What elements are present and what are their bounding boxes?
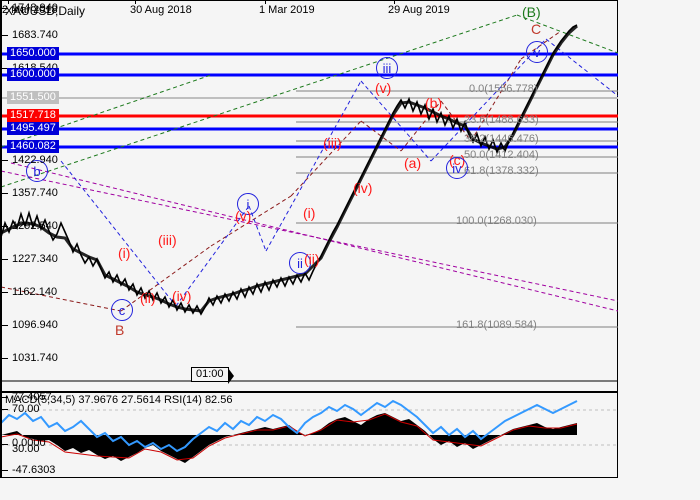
ind-tick-30: 30.00	[12, 443, 40, 455]
ind-tick-0: 0.0000	[12, 437, 46, 449]
wave-label-b-circle: b	[26, 160, 48, 182]
price-candles	[1, 24, 578, 313]
price-tick-1227: 1227.340	[12, 253, 58, 265]
wave-label-iii-circle: iii	[376, 57, 398, 79]
price-tick-1357: 1357.740	[12, 187, 58, 199]
wave-label-B: B	[115, 322, 125, 338]
price-tag-1650[interactable]: 1650.000	[7, 47, 59, 60]
price-tick-1162: 1162.140	[12, 286, 58, 298]
price-tag-1460[interactable]: 1460.082	[7, 140, 59, 153]
date-label-3: 1 Mar 2019	[259, 4, 315, 16]
tick-mark	[2, 226, 8, 227]
tick-mark	[2, 193, 8, 194]
wave-label-a-red: (a)	[404, 155, 422, 171]
tick-mark	[2, 292, 8, 293]
wave-label-C: C	[531, 21, 542, 37]
wave-label-i-circle: i	[237, 193, 259, 215]
price-tick-1683: 1683.740	[12, 29, 58, 41]
wave-label-v-red-1: (v)	[235, 208, 252, 224]
price-tick-1031: 1031.740	[12, 352, 58, 364]
indicator-svg	[1, 399, 618, 463]
fib-label-500: 50.0(1412.404)	[464, 149, 539, 161]
wave-label-i-red: (i)	[118, 245, 131, 261]
price-tag-1551[interactable]: 1551.500	[7, 91, 59, 104]
ind-tick-774: 77.4057	[12, 391, 52, 403]
wave-label-iii-red: (iii)	[158, 232, 177, 248]
price-tag-1600[interactable]: 1600.000	[7, 68, 59, 81]
tick-mark	[2, 8, 8, 9]
indicator-pane[interactable]: MACD(5,34,5) 37.9676 27.5614 RSI(14) 82.…	[0, 392, 618, 478]
wave-label-v-red-2: (v)	[375, 80, 392, 96]
price-chart-svg	[1, 14, 618, 382]
purple-trend-lines	[1, 162, 618, 312]
date-tick	[394, 0, 395, 4]
ind-tick-neg476: -47.6303	[12, 464, 56, 476]
price-chart-pane[interactable]: XAUUSD,Daily 0.0(1556.778) 23.6(1488.633…	[0, 0, 618, 392]
macd-histogram	[1, 413, 577, 463]
wave-label-B-green: (B)	[522, 4, 541, 20]
date-label-2: 30 Aug 2018	[130, 4, 192, 16]
fib-label-618: 61.8(1378.332)	[464, 165, 539, 177]
price-tick-1292: 1292.540	[12, 220, 58, 232]
date-label-1: 2 Mar 2018	[2, 4, 58, 16]
tick-mark	[2, 444, 8, 445]
wave-label-v-circle: v	[526, 41, 548, 63]
price-tag-1517[interactable]: 1517.718	[7, 109, 59, 122]
wave-label-iv-red-2: (iv)	[353, 180, 373, 196]
fib-label-1618: 161.8(1089.584)	[456, 319, 537, 331]
tick-mark	[2, 68, 8, 69]
time-marker-box[interactable]: 01:00	[191, 367, 234, 384]
tick-mark	[2, 35, 8, 36]
wave-label-iii-red-2: (iii)	[323, 135, 342, 151]
wave-label-c-circle: c	[111, 299, 133, 321]
wave-label-ii-red: (ii)	[140, 290, 156, 306]
ind-tick-70: 70.00	[12, 403, 40, 415]
wave-label-b-red: (b)	[425, 95, 443, 111]
date-label-4: 29 Aug 2019	[388, 4, 450, 16]
price-tick-1748: 1748.940	[12, 2, 58, 14]
date-tick	[265, 0, 266, 4]
tick-mark	[2, 470, 8, 471]
darkred-wave-lines	[1, 30, 562, 312]
symbol-title: XAUUSD,Daily	[5, 4, 86, 18]
price-tick-1096: 1096.940	[12, 319, 58, 331]
price-tag-1495[interactable]: 1495.497	[7, 122, 59, 135]
fib-label-0: 0.0(1556.778)	[469, 83, 538, 95]
fib-label-236: 23.6(1488.633)	[464, 114, 539, 126]
green-trend-channel	[1, 14, 618, 188]
rsi-line	[1, 399, 578, 453]
tick-mark	[2, 160, 8, 161]
wave-label-iv-red: (iv)	[172, 288, 192, 304]
wave-label-iv-circle: iv	[446, 157, 468, 179]
tick-mark	[2, 325, 8, 326]
wave-label-ii-red-2: (ii)	[304, 251, 320, 267]
fib-label-1000: 100.0(1268.030)	[456, 215, 537, 227]
tick-mark	[2, 259, 8, 260]
wave-label-ii-circle: ii	[289, 252, 311, 274]
date-tick	[8, 0, 9, 4]
fib-label-382: 38.2(1446.476)	[464, 133, 539, 145]
tick-mark	[2, 358, 8, 359]
date-tick	[135, 0, 136, 4]
wave-label-i-red-2: (i)	[303, 205, 316, 221]
tick-mark	[2, 397, 8, 398]
price-tick-1422: 1422.940	[12, 154, 58, 166]
axis-spine	[1, 0, 2, 478]
tick-mark	[2, 409, 8, 410]
indicator-title: MACD(5,34,5) 37.9676 27.5614 RSI(14) 82.…	[5, 394, 233, 406]
